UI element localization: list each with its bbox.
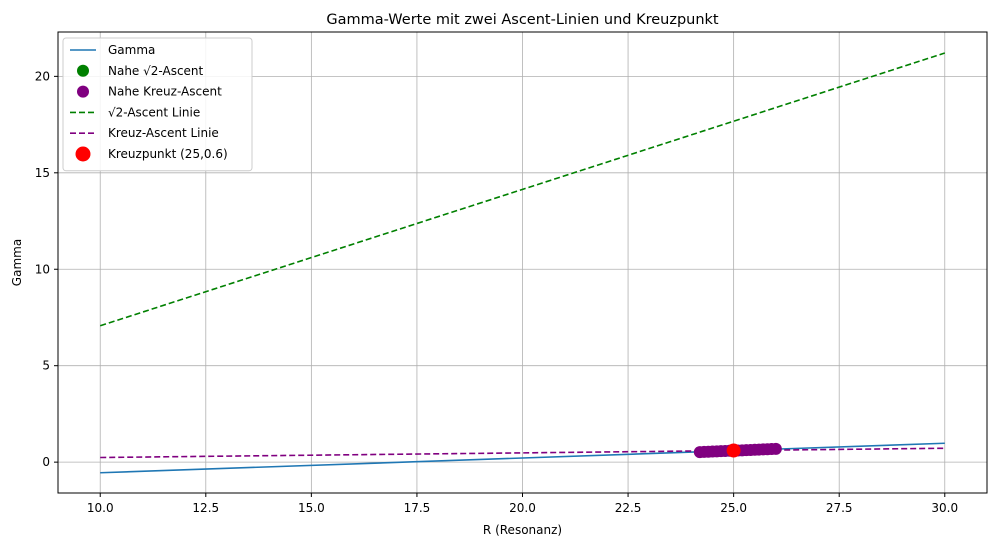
legend-label: √2-Ascent Linie — [108, 105, 200, 119]
x-tick-label: 15.0 — [298, 501, 325, 515]
y-tick-label: 0 — [42, 455, 50, 469]
legend-swatch — [77, 85, 89, 98]
x-tick-label: 20.0 — [509, 501, 536, 515]
legend-swatch — [75, 146, 91, 162]
plot-area — [99, 52, 946, 474]
data-point-nahe-kreuz-ascent — [769, 442, 782, 455]
series-line-kreuz-ascent-linie — [100, 447, 945, 459]
y-tick-label: 20 — [35, 69, 50, 83]
legend: Gamma Nahe √2-Ascent Nahe Kreuz-Ascent √2-A… — [62, 37, 253, 172]
y-axis-label: Gamma — [10, 239, 24, 286]
legend-swatch — [77, 64, 89, 77]
x-tick-label: 12.5 — [192, 501, 219, 515]
grid — [58, 32, 987, 493]
legend-label: Nahe √2-Ascent — [108, 64, 204, 78]
x-tick-label: 17.5 — [404, 501, 431, 515]
legend-box — [62, 37, 253, 172]
y-axis: 0 5 10 15 20 — [35, 69, 58, 469]
legend-label: Gamma — [108, 43, 155, 57]
data-point-kreuzpunkt-25-0-6 — [726, 443, 741, 458]
y-tick-label: 5 — [42, 359, 50, 373]
x-tick-label: 10.0 — [87, 501, 114, 515]
y-tick-label: 10 — [35, 262, 50, 276]
x-tick-label: 22.5 — [615, 501, 642, 515]
x-tick-label: 30.0 — [931, 501, 958, 515]
x-tick-label: 25.0 — [720, 501, 747, 515]
chart-title: Gamma-Werte mit zwei Ascent-Linien und K… — [326, 12, 719, 28]
y-tick-label: 15 — [35, 166, 50, 180]
series-line-2-ascent-linie — [99, 52, 946, 327]
x-axis-label: R (Resonanz) — [483, 523, 562, 537]
x-tick-label: 27.5 — [826, 501, 853, 515]
legend-label: Nahe Kreuz-Ascent — [108, 85, 222, 99]
legend-label: Kreuzpunkt (25,0.6) — [108, 147, 228, 161]
x-axis: 10.0 12.5 15.0 17.5 20.0 22.5 25.0 27.5 30.0 — [87, 493, 958, 515]
legend-label: Kreuz-Ascent Linie — [108, 126, 219, 140]
series-line-gamma — [100, 442, 945, 474]
